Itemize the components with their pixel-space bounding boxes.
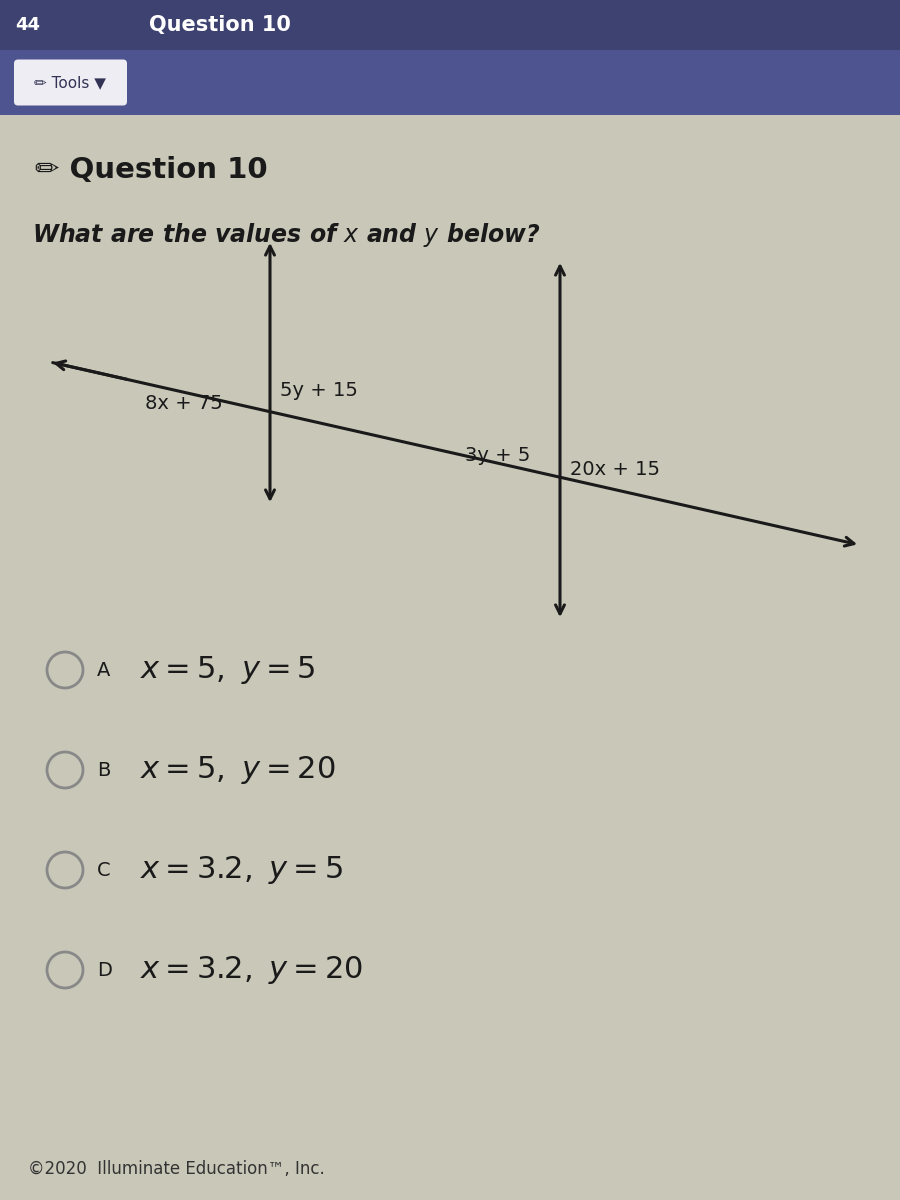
Bar: [0, 0, 900, 50]
Text: C: C: [97, 860, 111, 880]
Text: ©2020  Illuminate Education™, Inc.: ©2020 Illuminate Education™, Inc.: [28, 1160, 325, 1178]
FancyBboxPatch shape: [14, 60, 127, 106]
Text: 3y + 5: 3y + 5: [465, 446, 530, 466]
Text: 20x + 15: 20x + 15: [570, 460, 660, 479]
Text: What are the values of $x$ and $y$ below?: What are the values of $x$ and $y$ below…: [32, 221, 540, 248]
Text: $x = 3.2,\ y = 20$: $x = 3.2,\ y = 20$: [140, 954, 363, 986]
Text: ✏ Tools ▼: ✏ Tools ▼: [34, 74, 106, 90]
Bar: [0, 50, 900, 115]
Text: A: A: [97, 660, 111, 679]
Text: $x = 5,\ y = 5$: $x = 5,\ y = 5$: [140, 654, 316, 686]
Text: ✏ Question 10: ✏ Question 10: [35, 156, 267, 184]
Text: $x = 3.2,\ y = 5$: $x = 3.2,\ y = 5$: [140, 854, 343, 886]
Text: D: D: [97, 960, 112, 979]
Text: 8x + 75: 8x + 75: [145, 395, 223, 413]
Text: $x = 5,\ y = 20$: $x = 5,\ y = 20$: [140, 754, 336, 786]
Text: 44: 44: [15, 16, 40, 34]
Text: Question 10: Question 10: [149, 14, 291, 35]
Text: B: B: [97, 761, 111, 780]
Text: 5y + 15: 5y + 15: [280, 380, 358, 400]
